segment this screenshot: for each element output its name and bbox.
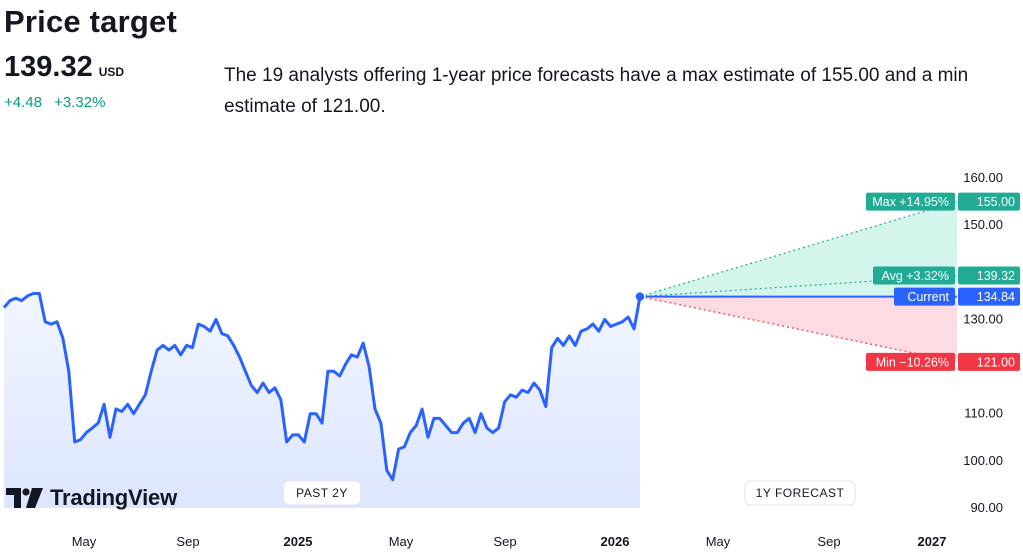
current-price: 139.32 bbox=[4, 51, 93, 83]
currency-label: USD bbox=[98, 65, 125, 79]
page-title: Price target bbox=[4, 4, 177, 39]
history-price-line bbox=[2, 292, 642, 482]
min-value-tag bbox=[958, 352, 1020, 371]
forecast-max-line bbox=[639, 200, 958, 298]
forecast-description: The 19 analysts offering 1-year price fo… bbox=[224, 65, 969, 117]
avg-value-text: 139.32 bbox=[977, 269, 1015, 283]
tradingview-logo-icon bbox=[6, 488, 43, 508]
forecast-period-pill bbox=[744, 480, 856, 506]
price-row: 139.32 USD bbox=[4, 51, 124, 84]
x-tick-label: Sep bbox=[817, 534, 840, 549]
current-value-tag bbox=[958, 287, 1020, 306]
max-value-tag bbox=[958, 192, 1020, 211]
tradingview-logo[interactable]: TradingView bbox=[6, 485, 177, 511]
x-tick-label: May bbox=[706, 534, 731, 549]
min-label-tag bbox=[866, 352, 955, 371]
min-value-text: 121.00 bbox=[977, 355, 1015, 369]
x-tick-label: May bbox=[72, 534, 97, 549]
change-absolute: +4.48 bbox=[4, 94, 42, 111]
price-change: +4.48 +3.32% bbox=[4, 94, 105, 111]
max-value-text: 155.00 bbox=[977, 195, 1015, 209]
x-tick-label: 2025 bbox=[284, 534, 313, 549]
x-tick-label: 2026 bbox=[601, 534, 630, 549]
x-tick-label: 2027 bbox=[918, 534, 947, 549]
x-tick-label: Sep bbox=[176, 534, 199, 549]
min-label-text: Min −10.26% bbox=[876, 355, 949, 369]
past-period-pill-label: PAST 2Y bbox=[296, 486, 348, 500]
change-percent: +3.32% bbox=[54, 94, 106, 111]
current-label-tag bbox=[894, 287, 955, 306]
max-label-text: Max +14.95% bbox=[872, 195, 949, 209]
tradingview-logo-text: TradingView bbox=[50, 485, 177, 510]
x-tick-label: May bbox=[389, 534, 414, 549]
y-tick-label: 160.00 bbox=[963, 170, 1003, 185]
forecast-period-pill-label: 1Y FORECAST bbox=[756, 486, 845, 500]
avg-label-tag bbox=[873, 266, 955, 285]
y-tick-label: 150.00 bbox=[963, 217, 1003, 232]
y-tick-label: 100.00 bbox=[963, 453, 1003, 468]
current-value-text: 134.84 bbox=[977, 290, 1015, 304]
avg-label-text: Avg +3.32% bbox=[881, 269, 949, 283]
forecast-min-line bbox=[639, 296, 958, 363]
y-tick-label: 130.00 bbox=[963, 311, 1003, 326]
avg-value-tag bbox=[958, 266, 1020, 285]
current-label-text: Current bbox=[907, 290, 949, 304]
max-label-tag bbox=[866, 192, 955, 211]
y-tick-label: 110.00 bbox=[964, 406, 1003, 421]
x-tick-label: Sep bbox=[493, 534, 516, 549]
y-tick-label: 90.00 bbox=[970, 500, 1003, 515]
past-period-pill bbox=[282, 480, 362, 506]
